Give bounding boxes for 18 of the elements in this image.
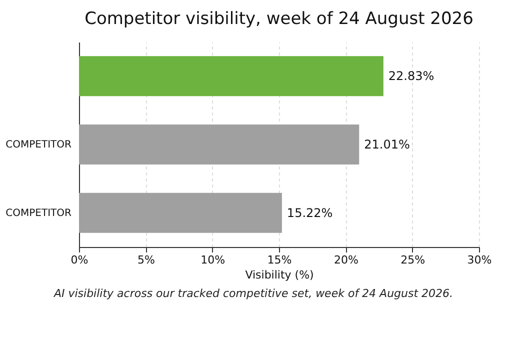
bar: [79, 124, 360, 164]
data-label: 15.22%: [286, 206, 333, 220]
x-tick-label: 20%: [334, 254, 358, 266]
bar: [79, 56, 384, 96]
x-tick-label: 30%: [467, 254, 492, 266]
x-tick-label: 15%: [267, 254, 292, 266]
data-label: 21.01%: [364, 138, 410, 152]
x-tick-label: 0%: [70, 254, 88, 266]
bar: [79, 192, 282, 233]
chart-title: Competitor visibility, week of 24 August 2026: [84, 9, 474, 29]
x-tick-label: 25%: [400, 254, 426, 266]
y-tick-label: COMPETITOR: [6, 140, 72, 150]
data-label: 22.83%: [388, 69, 434, 84]
x-tick-label: 10%: [200, 254, 226, 266]
text: AI visibility across our tracked competitive set, week of 24 August 2026.: [52, 287, 454, 300]
x-axis-title: Visibility (%): [245, 268, 314, 282]
x-tick-label: 5%: [137, 254, 155, 266]
y-tick-label: COMPETITOR: [6, 208, 72, 219]
